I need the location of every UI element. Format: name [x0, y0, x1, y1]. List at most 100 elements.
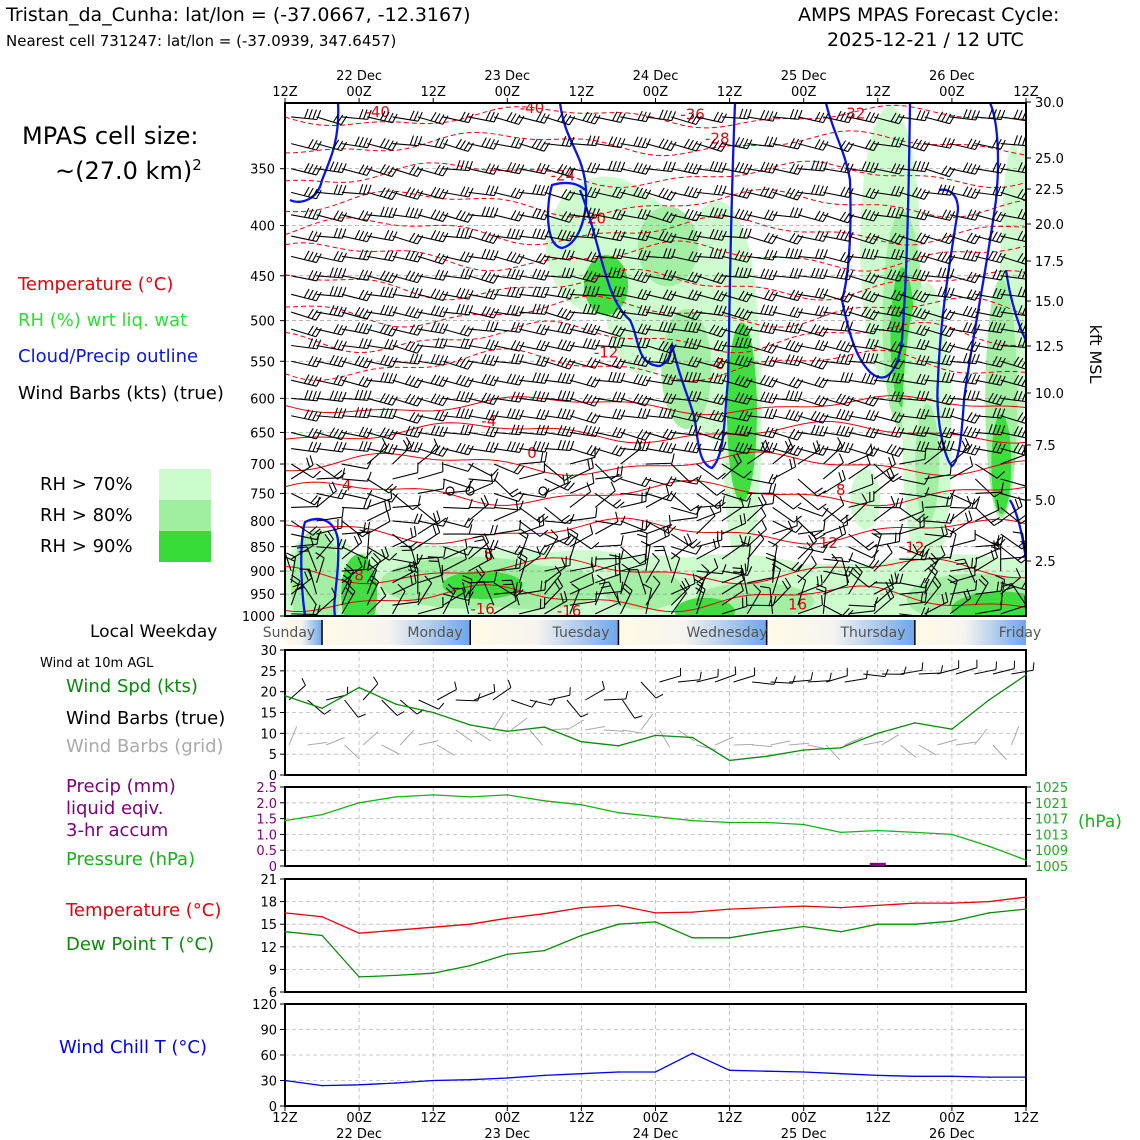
wind-barb-6-0 [291, 250, 322, 264]
wind-barb-21-0 [291, 496, 320, 508]
wind-barb-2-12 [595, 160, 626, 172]
temp-contour-9 [285, 348, 1026, 382]
wind-barb-19-11 [569, 457, 594, 480]
sfc-barb-34 [918, 665, 944, 675]
wind-barb-17-2 [341, 440, 372, 452]
sfc-barb-16 [585, 681, 605, 701]
wind-barb-3-12 [595, 187, 626, 199]
temperature-line-pt-11 [691, 911, 694, 913]
windchill-line-pt-5 [469, 1078, 472, 1081]
temperature-line-pt-8 [580, 906, 583, 909]
wind-barb-19-20 [797, 478, 827, 497]
wind-barb-13-12 [595, 371, 626, 383]
wind-barb-10-0 [291, 325, 322, 338]
chill-ylabel-1: 30 [260, 1075, 277, 1090]
wind-barb-24-12 [595, 535, 624, 548]
wind-barb-14-27 [975, 392, 1006, 406]
wind-barb-8-9 [519, 286, 550, 299]
wind-barb-2-23 [873, 163, 905, 175]
windchill-line-pt-11 [691, 1052, 694, 1055]
wind-barb-29-25 [924, 576, 942, 606]
bottom-xlabel-10: 12Z [1013, 1111, 1039, 1126]
wind-barb-28-5 [407, 565, 419, 595]
wind-barb-11-4 [392, 340, 424, 354]
weekday-band-3 [618, 620, 767, 645]
wind-barb-14-22 [848, 394, 880, 407]
wind-speed-line-pt-1 [321, 707, 323, 710]
wind-barb-29-20 [796, 574, 807, 606]
weekday-band-2 [470, 620, 619, 645]
wind-barb-11-3 [367, 338, 398, 351]
top-xlabel-0: 12Z [272, 85, 298, 100]
wind-barb-1-15 [671, 138, 702, 152]
dewpoint-line-pt-13 [765, 930, 768, 933]
wind-barb-11-23 [873, 341, 905, 353]
pressure-line-pt-16 [877, 829, 879, 832]
wind-barb-9-24 [899, 306, 930, 320]
grid-barb-18 [622, 729, 643, 734]
windchill-line-pt-2 [358, 1083, 360, 1086]
wind-barb-30-11 [569, 583, 580, 615]
wind-barb-11-22 [848, 338, 879, 350]
wind-barb-15-2 [341, 407, 372, 419]
pressure-line-pt-19 [988, 845, 990, 848]
wind-barb-7-2 [341, 269, 373, 281]
temp-ylabel-1: 9 [269, 963, 277, 978]
sfc-barb-17 [603, 691, 629, 701]
wind-barb-11-26 [949, 340, 981, 353]
wind-ylabel-4: 20 [260, 686, 277, 701]
wind-barb-18-26 [949, 437, 971, 465]
swatch-rh70 [159, 469, 211, 500]
weekday-friday: Friday [999, 625, 1041, 641]
wind-barb-28-23 [873, 572, 898, 595]
wind-barb-30-4 [392, 583, 406, 615]
wind-barb-24-22 [848, 546, 880, 559]
windchill-line-pt-17 [914, 1075, 916, 1078]
sfc-barb-29 [826, 667, 848, 683]
wind-barb-30-16 [695, 583, 706, 615]
wind-barb-14-17 [721, 392, 753, 405]
wind-barb-11-25 [924, 341, 956, 353]
wind-barb-13-17 [721, 375, 753, 388]
xsect-rlabel-4: 17.5 [1035, 255, 1064, 270]
wind-barb-4-1 [316, 210, 348, 222]
wind-barb-15-26 [949, 412, 981, 424]
top-xlabel-7: 00Z [791, 85, 817, 100]
wind-barb-20-17 [721, 492, 753, 502]
sfc-barb-9 [455, 693, 481, 702]
wind-barb-7-11 [569, 270, 601, 283]
wind-barb-14-5 [417, 393, 449, 407]
temp-label-4: -28 [705, 130, 730, 148]
wind-barb-29-8 [473, 580, 495, 606]
wind-barb-11-12 [595, 336, 625, 348]
wind-speed-line-pt-6 [506, 730, 509, 733]
temp-label-12: 4 [342, 477, 352, 495]
wind-barb-12-8 [493, 353, 524, 365]
wind-barb-2-24 [899, 160, 930, 173]
wind-barb-12-7 [468, 354, 499, 366]
wind-barb-14-1 [316, 390, 347, 402]
wind-speed-line-pt-14 [802, 749, 805, 751]
temp-label-8: -12 [594, 343, 619, 361]
wind-barb-28-13 [620, 563, 631, 595]
wind-barb-26-28 [990, 541, 1002, 572]
wind-barb-4-17 [721, 208, 753, 221]
xsect-rlabel-2: 22.5 [1035, 183, 1064, 198]
wind-barb-6-8 [493, 251, 525, 265]
cell-info: Nearest cell 731247: lat/lon = (-37.0939… [6, 32, 397, 50]
wind-barb-9-13 [620, 304, 651, 317]
wind-barb-27-15 [670, 552, 681, 583]
sfc-barb-4 [362, 676, 379, 701]
wind-barb-16-9 [519, 424, 550, 436]
wind-barb-12-5 [417, 353, 449, 366]
wind-barb-2-3 [367, 164, 398, 178]
wind-barb-13-21 [823, 371, 854, 383]
wind-barb-13-9 [519, 372, 550, 384]
sfc-barb-31 [863, 668, 889, 678]
sfc-barb-0 [288, 678, 306, 701]
wind-barb-12-12 [595, 357, 626, 369]
wind-barb-21-26 [949, 498, 980, 509]
wind-barb-3-7 [468, 185, 499, 197]
wind-barb-3-9 [519, 184, 550, 196]
wind-barb-3-20 [797, 184, 828, 196]
